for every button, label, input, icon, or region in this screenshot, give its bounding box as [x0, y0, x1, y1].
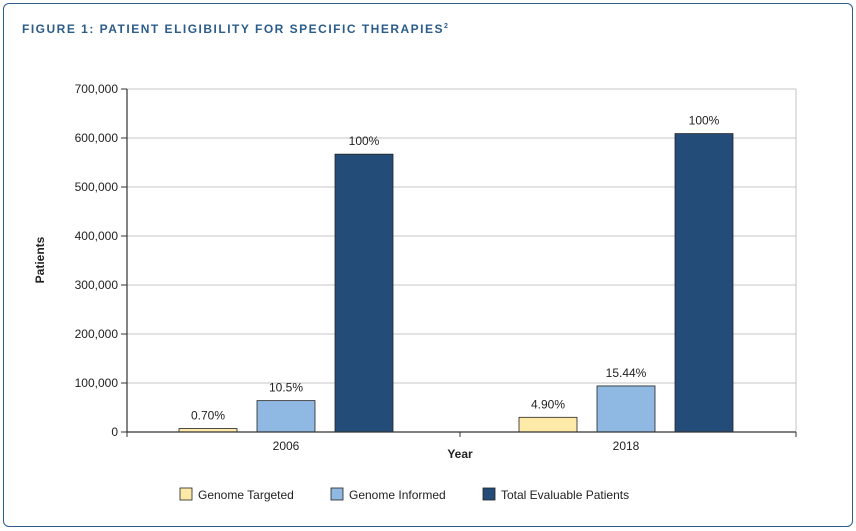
bar — [256, 400, 316, 433]
y-tick-label: 600,000 — [75, 131, 119, 145]
legend-label: Genome Informed — [349, 488, 446, 502]
bar-value-label: 10.5% — [269, 381, 303, 395]
bar-value-label: 100% — [349, 134, 380, 148]
x-tick-label: 2006 — [273, 439, 300, 453]
bar — [596, 385, 656, 433]
bar-value-label: 0.70% — [191, 409, 225, 423]
figure-title-text: FIGURE 1: PATIENT ELIGIBILITY FOR SPECIF… — [22, 22, 445, 36]
y-tick-label: 300,000 — [75, 278, 119, 292]
bar — [674, 133, 734, 433]
bars — [178, 133, 734, 433]
y-tick-label: 700,000 — [75, 82, 119, 96]
bar-value-label: 4.90% — [531, 397, 565, 411]
y-axis-ticks: 0 100,000 200,000 300,000 400,000 500,000 600,… — [75, 82, 127, 439]
bar-value-label: 15.44% — [606, 366, 647, 380]
legend-label: Genome Targeted — [198, 488, 294, 502]
legend-swatch — [482, 487, 496, 501]
bar — [334, 153, 394, 433]
x-tick-label: 2018 — [613, 439, 640, 453]
legend-label: Total Evaluable Patients — [501, 488, 629, 502]
y-tick-label: 0 — [111, 425, 118, 439]
y-tick-label: 500,000 — [75, 180, 119, 194]
figure-title: FIGURE 1: PATIENT ELIGIBILITY FOR SPECIF… — [22, 22, 448, 36]
y-tick-label: 200,000 — [75, 327, 119, 341]
legend: Genome Targeted Genome Informed Total Eval… — [179, 487, 629, 502]
bar-value-label: 100% — [689, 114, 720, 128]
legend-swatch — [330, 487, 344, 501]
x-axis-ticks: 2006 2018 — [126, 432, 797, 453]
y-tick-label: 400,000 — [75, 229, 119, 243]
figure-title-superscript: 2 — [444, 23, 448, 30]
x-axis-label: Year — [447, 447, 473, 461]
bar — [518, 416, 578, 433]
legend-swatch — [179, 487, 193, 501]
y-tick-label: 100,000 — [75, 376, 119, 390]
y-axis-label: Patients — [33, 236, 47, 283]
bar-labels: 0.70% 10.5% 100% 4.90% 15.44% 100% — [191, 114, 720, 423]
